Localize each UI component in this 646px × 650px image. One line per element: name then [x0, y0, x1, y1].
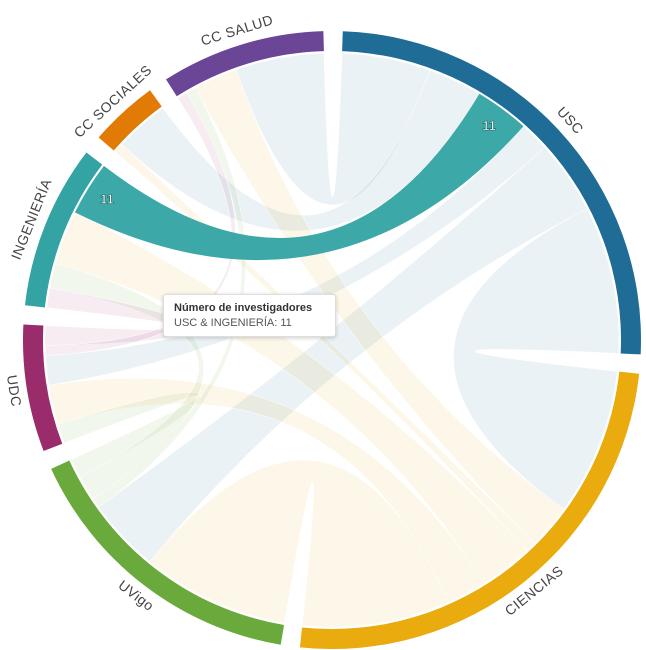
chord — [453, 208, 620, 510]
group-arc — [98, 90, 162, 151]
group-arc — [24, 152, 103, 308]
group-label-wrap: UDC — [4, 374, 25, 408]
group-label: UDC — [4, 374, 25, 408]
tooltip-title: Número de investigadores — [174, 302, 313, 314]
group-arc — [342, 31, 641, 355]
group-arc — [22, 324, 63, 451]
chord — [149, 459, 449, 628]
chord — [114, 144, 535, 551]
chord-value-label: 11 — [482, 118, 496, 133]
group-arc — [51, 460, 285, 645]
chord-value-label: 11 — [100, 191, 114, 206]
tooltip: Número de investigadores USC & INGENIERÍ… — [163, 294, 336, 337]
chord — [74, 93, 524, 261]
group-arc — [166, 31, 324, 97]
chord — [57, 391, 201, 478]
group-arc — [299, 371, 640, 649]
tooltip-text: USC & INGENIERÍA: 11 — [174, 317, 292, 329]
